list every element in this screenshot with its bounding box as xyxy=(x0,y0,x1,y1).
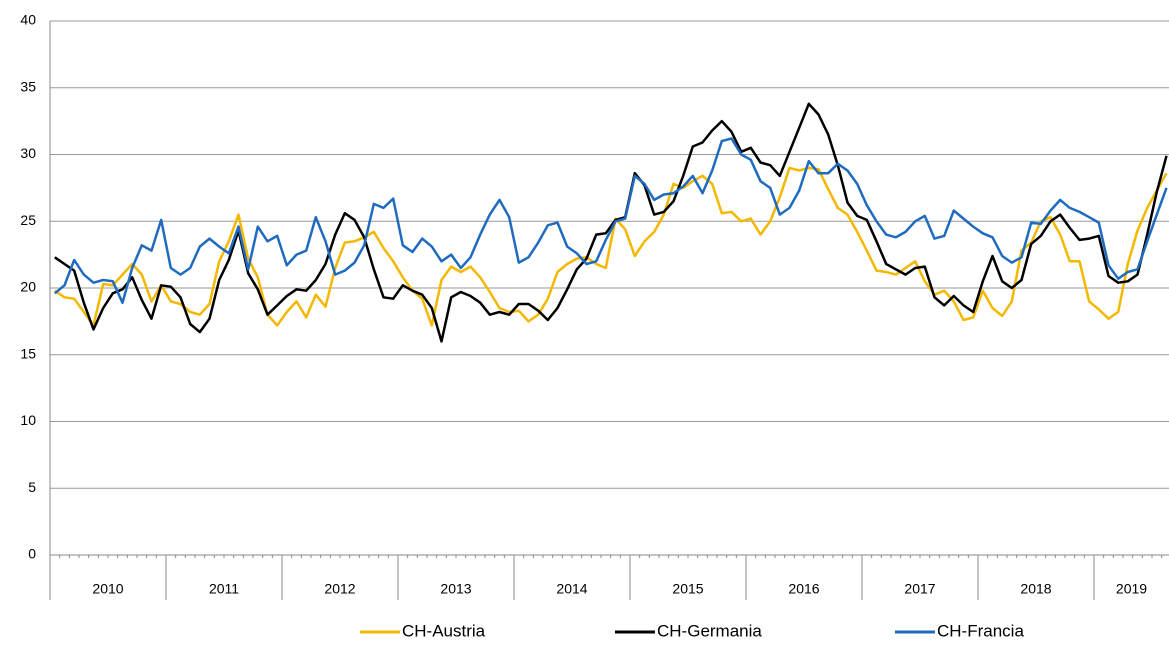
series-line xyxy=(54,102,1168,343)
y-tick-label: 10 xyxy=(20,412,36,428)
legend-label: CH-Francia xyxy=(937,621,1024,640)
x-tick-label: 2019 xyxy=(1116,581,1147,597)
legend-label: CH-Germania xyxy=(657,621,762,640)
x-tick-label: 2013 xyxy=(440,581,471,597)
x-tick-label: 2017 xyxy=(904,581,935,597)
x-tick-label: 2016 xyxy=(788,581,819,597)
series-line xyxy=(54,166,1168,327)
y-tick-label: 15 xyxy=(20,345,36,361)
y-tick-label: 30 xyxy=(20,145,36,161)
y-tick-label: 25 xyxy=(20,212,36,228)
y-tick-label: 5 xyxy=(28,479,36,495)
y-tick-label: 40 xyxy=(20,12,36,28)
x-tick-label: 2018 xyxy=(1020,581,1051,597)
y-tick-label: 0 xyxy=(28,546,36,562)
y-tick-label: 35 xyxy=(20,78,36,94)
x-tick-label: 2010 xyxy=(92,581,123,597)
x-tick-label: 2012 xyxy=(324,581,355,597)
legend-label: CH-Austria xyxy=(402,621,486,640)
y-tick-label: 20 xyxy=(20,279,36,295)
x-tick-label: 2011 xyxy=(209,581,239,597)
x-tick-label: 2014 xyxy=(556,581,587,597)
series-line xyxy=(54,137,1168,304)
x-tick-label: 2015 xyxy=(672,581,703,597)
